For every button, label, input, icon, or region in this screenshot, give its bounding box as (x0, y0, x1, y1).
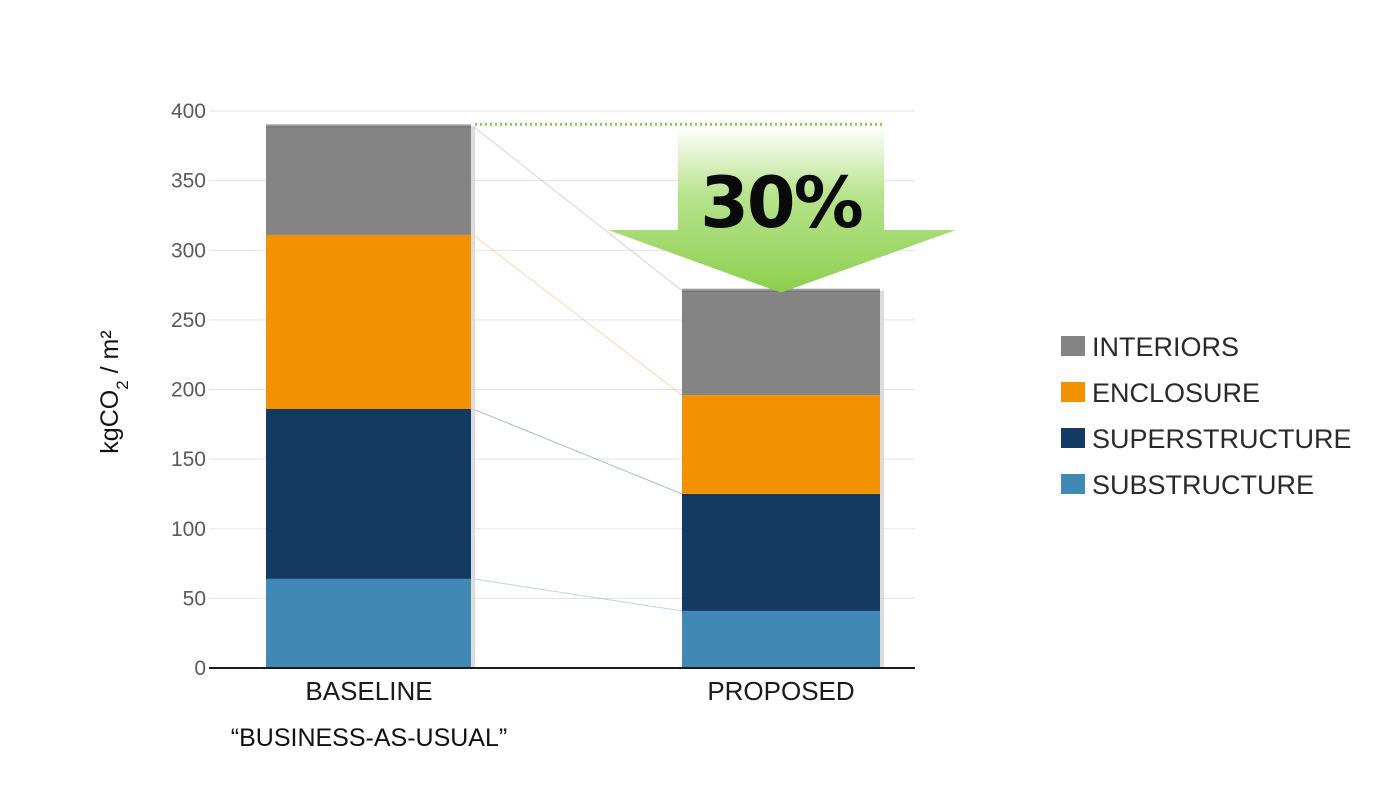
bars (266, 124, 884, 668)
y-tick-label: 350 (171, 170, 206, 193)
bar-segment-interiors (682, 290, 880, 396)
bar-segment-substructure (682, 610, 880, 668)
legend-label-interiors: INTERIORS (1092, 332, 1239, 362)
connector-superstructure (472, 408, 683, 495)
bar-segment-interiors (266, 126, 471, 235)
x-axis-labels: BASELINE “BUSINESS-AS-USUAL” PROPOSED (231, 676, 855, 752)
y-tick-label: 0 (194, 657, 206, 680)
y-axis-label: kgCO2 / m² (96, 330, 132, 453)
reduction-arrow (608, 126, 956, 293)
x-category-label: BASELINE (305, 676, 432, 706)
legend-swatch-substructure (1061, 474, 1085, 494)
legend-label-superstructure: SUPERSTRUCTURE (1092, 424, 1352, 454)
bar-top-edge (266, 124, 471, 128)
y-tick-label: 300 (171, 239, 206, 262)
connector-lines (472, 125, 683, 612)
x-category-label: PROPOSED (707, 676, 854, 706)
bar-segment-substructure (266, 578, 471, 668)
bar-shadow (471, 126, 475, 668)
legend-label-enclosure: ENCLOSURE (1092, 378, 1260, 408)
bar-segment-enclosure (682, 395, 880, 494)
y-tick-label: 50 (183, 587, 206, 610)
bar-segment-enclosure (266, 234, 471, 409)
connector-substructure (472, 578, 683, 612)
y-tick-label: 150 (171, 448, 206, 471)
y-tick-label: 400 (171, 100, 206, 123)
bar-segment-superstructure (682, 493, 880, 611)
connector-interiors (472, 125, 683, 292)
connector-enclosure (472, 234, 683, 396)
reduction-callout: 30% (475, 122, 956, 293)
y-tick-label: 100 (171, 518, 206, 541)
legend: INTERIORS ENCLOSURE SUPERSTRUCTURE SUBSTRUC… (1061, 332, 1352, 500)
y-tick-label: 200 (171, 379, 206, 402)
legend-swatch-enclosure (1061, 382, 1085, 402)
legend-label-substructure: SUBSTRUCTURE (1092, 470, 1314, 500)
y-axis-ticks: 0 50 100 150 200 250 300 350 400 (171, 100, 206, 680)
legend-swatch-superstructure (1061, 428, 1085, 448)
bar-shadow (880, 290, 884, 668)
legend-swatch-interiors (1061, 336, 1085, 356)
reduction-percent-label: 30% (700, 162, 862, 244)
bar-segment-superstructure (266, 408, 471, 579)
x-category-sublabel: “BUSINESS-AS-USUAL” (231, 724, 507, 752)
y-tick-label: 250 (171, 309, 206, 332)
